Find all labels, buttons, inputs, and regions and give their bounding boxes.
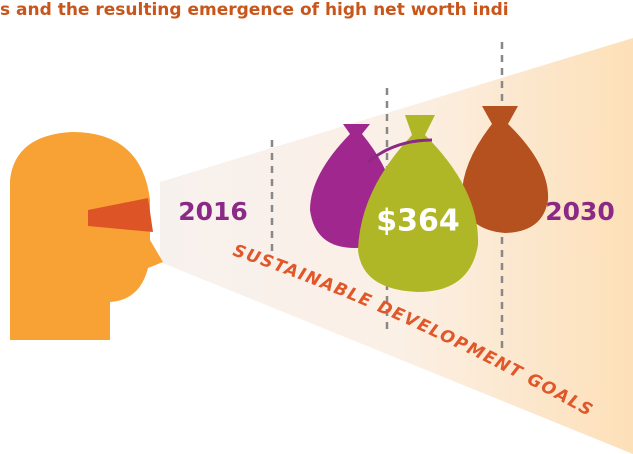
amount: $364 bbox=[376, 204, 460, 239]
head bbox=[10, 132, 163, 340]
start-year: 2016 bbox=[178, 197, 248, 226]
title: s and the resulting emergence of high ne… bbox=[0, 0, 509, 20]
end-year: 2030 bbox=[545, 197, 615, 226]
infographic: s and the resulting emergence of high ne… bbox=[0, 0, 633, 454]
